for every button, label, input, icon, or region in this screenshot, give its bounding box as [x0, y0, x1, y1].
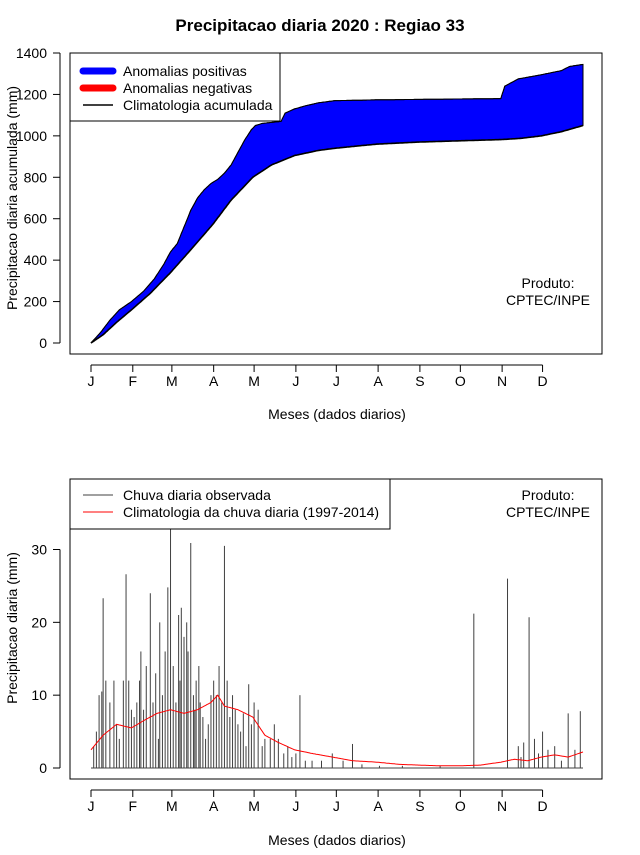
plot1-y-tick-label: 800	[24, 169, 48, 185]
plot1-x-tick-label: S	[415, 373, 424, 389]
plot2-y-axis-title: Precipitacao diaria (mm)	[4, 552, 20, 704]
plot1-y-tick-label: 0	[39, 335, 47, 351]
plot2-x-tick-label: S	[415, 798, 424, 814]
daily-climatology-line	[90, 694, 584, 767]
plot1-x-tick-label: J	[333, 373, 340, 389]
plot2-x-tick-label: O	[455, 798, 466, 814]
plot1-x-tick-label: O	[455, 373, 466, 389]
plot1-y-tick-label: 1000	[16, 128, 47, 144]
plot1-x-tick-label: D	[537, 373, 547, 389]
plot2-x-tick-label: M	[166, 798, 178, 814]
plot2-annotation-line1: Produto:	[522, 487, 575, 503]
plot2-x-tick-label: M	[248, 798, 260, 814]
plot1-annotation-line2: CPTEC/INPE	[506, 292, 590, 308]
plot2-y-tick-label: 30	[31, 542, 47, 558]
plot2-x-tick-label: D	[537, 798, 547, 814]
plot2-legend-box	[69, 478, 391, 530]
plot2-x-tick-label: A	[373, 798, 383, 814]
plot1-y-tick-label: 200	[24, 294, 48, 310]
plot1-x-tick-label: N	[497, 373, 507, 389]
observed-accumulated-line	[90, 63, 584, 344]
plot1-x-tick-label: A	[209, 373, 219, 389]
plot1-legend-label: Climatologia acumulada	[123, 97, 273, 113]
plot1-x-tick-label: J	[292, 373, 299, 389]
plot2-x-tick-label: J	[88, 798, 95, 814]
plot1-x-tick-label: F	[129, 373, 138, 389]
plot1-annotation-line1: Produto:	[522, 275, 575, 291]
plot1-y-tick-label: 1400	[16, 45, 47, 61]
plot2-y-tick-label: 10	[31, 687, 47, 703]
plot2-x-tick-label: A	[209, 798, 219, 814]
climatology-accumulated-line	[90, 124, 584, 344]
plot2-x-tick-label: J	[292, 798, 299, 814]
plot1-y-axis-title: Precipitacao diaria acumulada (mm)	[4, 86, 20, 310]
plot1-x-axis-title: Meses (dados diarios)	[268, 406, 406, 422]
plot1-x-tick-label: J	[88, 373, 95, 389]
plot2-legend-label: Climatologia da chuva diaria (1997-2014)	[123, 504, 379, 520]
plot1-y-tick-label: 1200	[16, 86, 47, 102]
plot1-y-tick-label: 600	[24, 211, 48, 227]
plot2-x-tick-label: N	[497, 798, 507, 814]
plot2-annotation-line2: CPTEC/INPE	[506, 504, 590, 520]
plot1-x-tick-label: A	[373, 373, 383, 389]
plot1-legend-label: Anomalias negativas	[123, 80, 252, 96]
plot2-x-axis-title: Meses (dados diarios)	[268, 832, 406, 848]
plot1-y-tick-label: 400	[24, 252, 48, 268]
plot1-legend-label: Anomalias positivas	[123, 63, 247, 79]
plot2-y-tick-label: 0	[39, 760, 47, 776]
plot2-legend-label: Chuva diaria observada	[123, 487, 271, 503]
plot2-x-tick-label: J	[333, 798, 340, 814]
plot1-x-tick-label: M	[248, 373, 260, 389]
plot2-x-tick-label: F	[129, 798, 138, 814]
plot1-x-tick-label: M	[166, 373, 178, 389]
plot2-y-tick-label: 20	[31, 614, 47, 630]
plot1-frame	[69, 52, 603, 355]
main-title: Precipitacao diaria 2020 : Regiao 33	[175, 16, 465, 35]
